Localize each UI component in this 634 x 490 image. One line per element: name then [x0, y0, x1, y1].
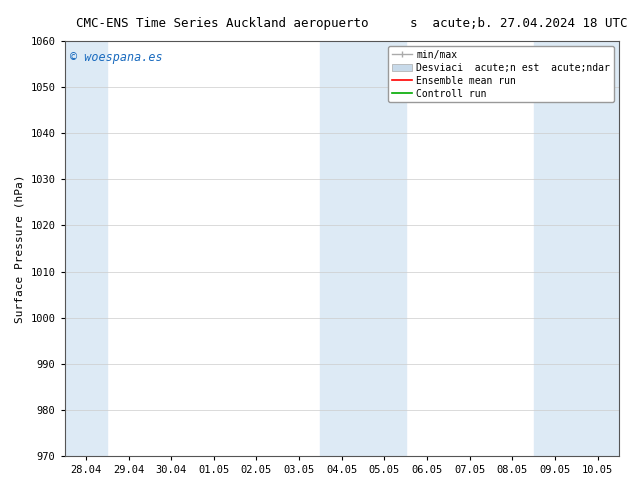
Text: s  acute;b. 27.04.2024 18 UTC: s acute;b. 27.04.2024 18 UTC — [410, 17, 628, 30]
Bar — [65, 41, 107, 456]
Text: CMC-ENS Time Series Auckland aeropuerto: CMC-ENS Time Series Auckland aeropuerto — [76, 17, 368, 30]
Bar — [320, 41, 406, 456]
Text: © woespana.es: © woespana.es — [70, 51, 163, 64]
Legend: min/max, Desviaci  acute;n est  acute;ndar, Ensemble mean run, Controll run: min/max, Desviaci acute;n est acute;ndar… — [388, 46, 614, 102]
Bar — [534, 41, 619, 456]
Y-axis label: Surface Pressure (hPa): Surface Pressure (hPa) — [15, 174, 25, 323]
